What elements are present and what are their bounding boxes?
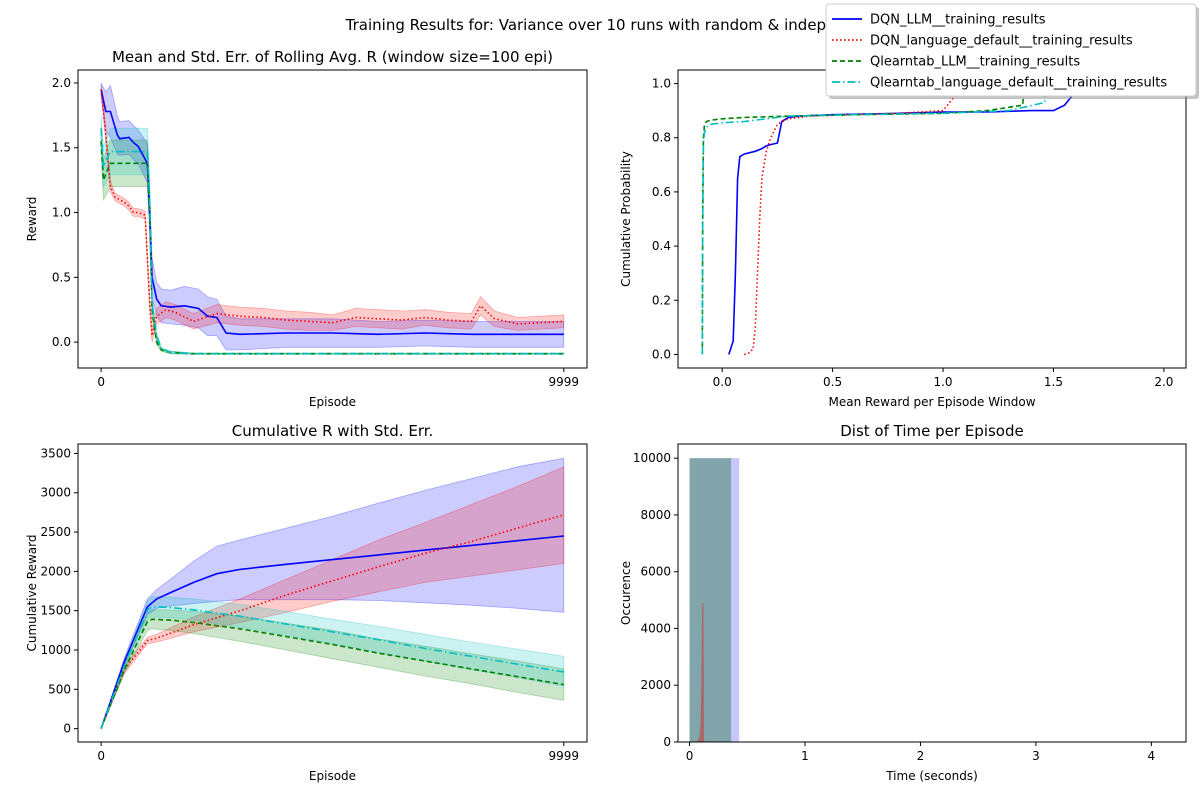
histogram-bar-1 [689,458,740,742]
subplot-title: Mean and Std. Err. of Rolling Avg. R (wi… [112,48,553,66]
x-axis-label: Mean Reward per Episode Window [828,395,1035,409]
series-line-4 [100,128,564,355]
y-tick-label: 0.6 [652,185,671,199]
y-tick-label: 4000 [640,621,671,635]
x-tick-label: 3 [1032,749,1040,763]
error-band-1 [100,457,565,729]
x-tick-label: 1.0 [933,375,952,389]
y-axis-label: Cumulative Probability [619,151,633,287]
histogram-bar-2 [689,458,732,742]
x-tick-label: 0.0 [713,375,732,389]
y-tick-label: 1.5 [52,141,71,155]
y-tick-label: 1.0 [52,206,71,220]
legend-label-4: Qlearntab_language_default__training_res… [870,76,1167,91]
y-tick-label: 500 [48,682,71,696]
series-line-4 [100,605,564,729]
y-tick-label: 8000 [640,508,671,522]
series-line-3 [100,618,564,729]
x-tick-label: 0.5 [823,375,842,389]
y-tick-label: 2.0 [52,76,71,90]
plot-area [100,457,565,729]
y-tick-label: 3000 [40,486,71,500]
legend-box [825,3,1197,97]
y-tick-label: 2500 [40,525,71,539]
y-axis-label: Reward [25,197,39,242]
legend-label-1: DQN_LLM__training_results [870,13,1046,28]
figure-suptitle: Training Results for: Variance over 10 r… [345,16,855,34]
x-tick-label: 2 [917,749,925,763]
histogram-bar-4 [689,458,732,742]
y-tick-label: 1.0 [652,77,671,91]
series-line-2 [100,89,564,336]
x-tick-label: 1.5 [1044,375,1063,389]
histogram-bar-3 [689,458,732,742]
error-band-2 [100,85,565,343]
legend: DQN_LLM__training_results DQN_language_de… [825,3,1199,99]
series-line-3 [100,141,564,355]
axes-frame [677,69,1187,369]
series-line-1 [728,82,1087,355]
error-band-4 [100,596,565,729]
x-tick-label: 1 [801,749,809,763]
subplot-title: Cumulative R with Std. Err. [232,422,434,440]
x-tick-label: 0 [97,749,105,763]
histogram-spike [697,602,705,742]
x-axis-label: Time (seconds) [885,769,978,783]
plot-area [689,458,740,742]
y-tick-label: 1500 [40,604,71,618]
x-axis-label: Episode [309,395,356,409]
y-tick-label: 0.0 [52,335,71,349]
x-tick-label: 9999 [549,375,580,389]
axes-frame [77,69,588,369]
subplot-3: 0 9999 0 500 1000 1500 2000 2500 3000 3500 Cumulat… [25,422,588,783]
y-tick-label: 0.4 [652,239,671,253]
axes-frame [77,443,588,743]
x-tick-label: 9999 [549,749,580,763]
legend-label-2: DQN_language_default__training_results [870,34,1133,49]
error-band-2 [100,466,565,729]
x-axis-label: Episode [309,769,356,783]
series-line-2 [100,514,565,729]
y-tick-label: 2000 [40,564,71,578]
plot-area [701,82,1087,356]
series-line-4 [701,82,1050,355]
subplot-2: 0.0 0.5 1.0 1.5 2.0 0.0 0.2 0.4 0.6 0.8 1.0 Mean Re… [619,69,1187,409]
series-line-3 [701,82,1027,355]
x-tick-label: 2.0 [1154,375,1173,389]
series-line-1 [100,89,564,336]
y-axis-label: Occurence [619,561,633,625]
series-line-2 [744,82,966,356]
subplot-title: Dist of Time per Episode [840,422,1023,440]
plot-area [100,82,565,355]
y-tick-label: 0.0 [652,347,671,361]
x-tick-label: 0 [686,749,694,763]
y-tick-label: 1000 [40,643,71,657]
x-tick-label: 4 [1148,749,1156,763]
y-axis-label: Cumulative Reward [25,535,39,652]
y-tick-label: 3500 [40,446,71,460]
y-tick-label: 6000 [640,565,671,579]
y-tick-label: 0.2 [652,293,671,307]
y-tick-label: 0 [663,735,671,749]
y-tick-label: 10000 [633,451,671,465]
y-tick-label: 0.8 [652,131,671,145]
subplot-1: 0 9999 0.0 0.5 1.0 1.5 2.0 Mean and Std. Err. o… [25,48,588,409]
subplot-4: 0 1 2 3 4 0 2000 4000 6000 8000 10000 Dist of Time … [619,422,1187,783]
y-tick-label: 0.5 [52,270,71,284]
y-tick-label: 0 [63,722,71,736]
legend-label-3: Qlearntab_LLM__training_results [870,55,1080,70]
series-line-1 [100,535,564,729]
y-tick-label: 2000 [640,678,671,692]
error-band-4 [100,115,565,355]
axes-frame [677,443,1187,743]
x-tick-label: 0 [97,375,105,389]
